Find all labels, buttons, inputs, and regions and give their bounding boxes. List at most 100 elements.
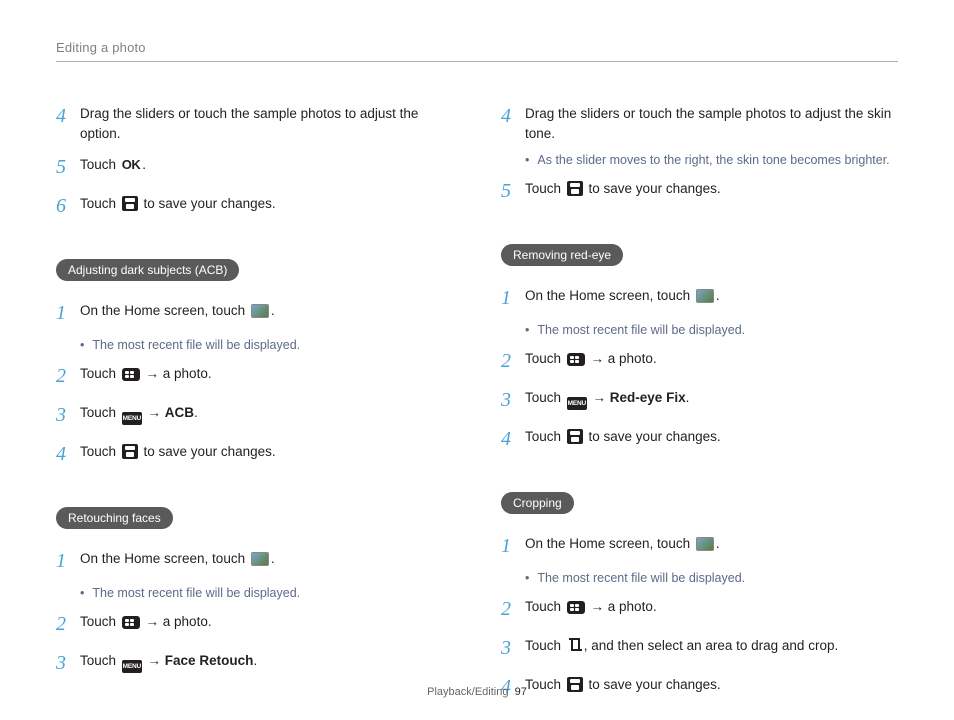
right-column: 4 Drag the sliders or touch the sample p…	[501, 102, 898, 712]
footer-section: Playback/Editing	[427, 686, 508, 698]
step-number: 4	[56, 440, 80, 469]
step: 1 On the Home screen, touch .	[56, 299, 453, 328]
step-text: Drag the sliders or touch the sample pho…	[80, 102, 453, 143]
menu-icon: MENU	[122, 660, 142, 673]
step: 3 Touch , and then select an area to dra…	[501, 634, 898, 663]
step-number: 1	[501, 532, 525, 561]
text: to save your changes.	[585, 429, 721, 444]
step-text: On the Home screen, touch .	[80, 299, 453, 321]
step-number: 6	[56, 192, 80, 221]
gallery-icon	[251, 304, 269, 318]
step-number: 3	[56, 649, 80, 678]
bullet: The most recent file will be displayed.	[525, 323, 898, 337]
step-text: Touch → a photo.	[80, 362, 453, 384]
left-column: 4 Drag the sliders or touch the sample p…	[56, 102, 453, 712]
step: 4 Touch to save your changes.	[56, 440, 453, 469]
bold-text: Red-eye Fix	[610, 390, 686, 405]
step-text: Touch MENU → Face Retouch.	[80, 649, 453, 673]
gallery-icon	[696, 537, 714, 551]
step-number: 5	[56, 153, 80, 182]
step: 2 Touch → a photo.	[56, 610, 453, 639]
section-pill-redeye: Removing red-eye	[501, 244, 623, 266]
step-number: 5	[501, 177, 525, 206]
step-number: 2	[56, 362, 80, 391]
step-text: Touch to save your changes.	[80, 192, 453, 214]
gallery-icon	[251, 552, 269, 566]
step-number: 1	[56, 547, 80, 576]
text: .	[716, 288, 720, 303]
text: to save your changes.	[140, 196, 276, 211]
text: to save your changes.	[585, 181, 721, 196]
step-text: Touch → a photo.	[80, 610, 453, 632]
step-text: On the Home screen, touch .	[525, 532, 898, 554]
bullet: The most recent file will be displayed.	[80, 586, 453, 600]
text: → a photo.	[587, 599, 657, 614]
step-number: 3	[501, 386, 525, 415]
text: .	[271, 551, 275, 566]
text: → a photo.	[142, 366, 212, 381]
text: Touch	[80, 653, 120, 668]
step-text: On the Home screen, touch .	[80, 547, 453, 569]
text: Touch	[525, 351, 565, 366]
step: 4 Touch to save your changes.	[501, 425, 898, 454]
bold-text: ACB	[165, 405, 194, 420]
step-text: Touch OK.	[80, 153, 453, 175]
save-icon	[122, 196, 138, 211]
text: Touch	[525, 638, 565, 653]
step: 5 Touch to save your changes.	[501, 177, 898, 206]
step-number: 2	[501, 347, 525, 376]
crop-icon	[567, 638, 582, 653]
thumbnails-icon	[122, 616, 140, 629]
section-pill-faces: Retouching faces	[56, 507, 173, 529]
text: On the Home screen, touch	[525, 536, 694, 551]
text: to save your changes.	[140, 444, 276, 459]
text: On the Home screen, touch	[80, 303, 249, 318]
step-text: Touch → a photo.	[525, 595, 898, 617]
ok-icon: OK	[122, 156, 141, 175]
text: .	[194, 405, 198, 420]
text: → a photo.	[587, 351, 657, 366]
step: 4 Drag the sliders or touch the sample p…	[56, 102, 453, 143]
text: Touch	[525, 599, 565, 614]
step-text: Touch to save your changes.	[80, 440, 453, 462]
page-number: 97	[515, 686, 527, 698]
text: On the Home screen, touch	[80, 551, 249, 566]
step: 1 On the Home screen, touch .	[501, 532, 898, 561]
step-number: 1	[56, 299, 80, 328]
page-header: Editing a photo	[56, 40, 898, 62]
save-icon	[567, 181, 583, 196]
save-icon	[567, 429, 583, 444]
section-pill-acb: Adjusting dark subjects (ACB)	[56, 259, 239, 281]
text: →	[144, 653, 165, 668]
thumbnails-icon	[567, 601, 585, 614]
text: , and then select an area to drag and cr…	[584, 638, 838, 653]
step-number: 2	[56, 610, 80, 639]
bullet: The most recent file will be displayed.	[80, 338, 453, 352]
thumbnails-icon	[567, 353, 585, 366]
text: .	[716, 536, 720, 551]
text: Touch	[80, 157, 120, 172]
menu-icon: MENU	[122, 412, 142, 425]
text: Touch	[80, 444, 120, 459]
text: .	[253, 653, 257, 668]
bold-text: Face Retouch	[165, 653, 254, 668]
step: 4 Drag the sliders or touch the sample p…	[501, 102, 898, 143]
step: 1 On the Home screen, touch .	[56, 547, 453, 576]
text: On the Home screen, touch	[525, 288, 694, 303]
step-text: Touch , and then select an area to drag …	[525, 634, 898, 656]
save-icon	[122, 444, 138, 459]
step-number: 4	[501, 425, 525, 454]
text: →	[589, 390, 610, 405]
content-columns: 4 Drag the sliders or touch the sample p…	[56, 102, 898, 712]
step-text: Touch MENU → Red-eye Fix.	[525, 386, 898, 410]
step: 6 Touch to save your changes.	[56, 192, 453, 221]
section-pill-cropping: Cropping	[501, 492, 574, 514]
page-footer: Playback/Editing 97	[0, 686, 954, 698]
step: 2 Touch → a photo.	[501, 347, 898, 376]
bullet: As the slider moves to the right, the sk…	[525, 153, 898, 167]
step-number: 4	[501, 102, 525, 131]
step-number: 3	[501, 634, 525, 663]
step-text: Drag the sliders or touch the sample pho…	[525, 102, 898, 143]
text: Touch	[80, 196, 120, 211]
text: .	[142, 157, 146, 172]
